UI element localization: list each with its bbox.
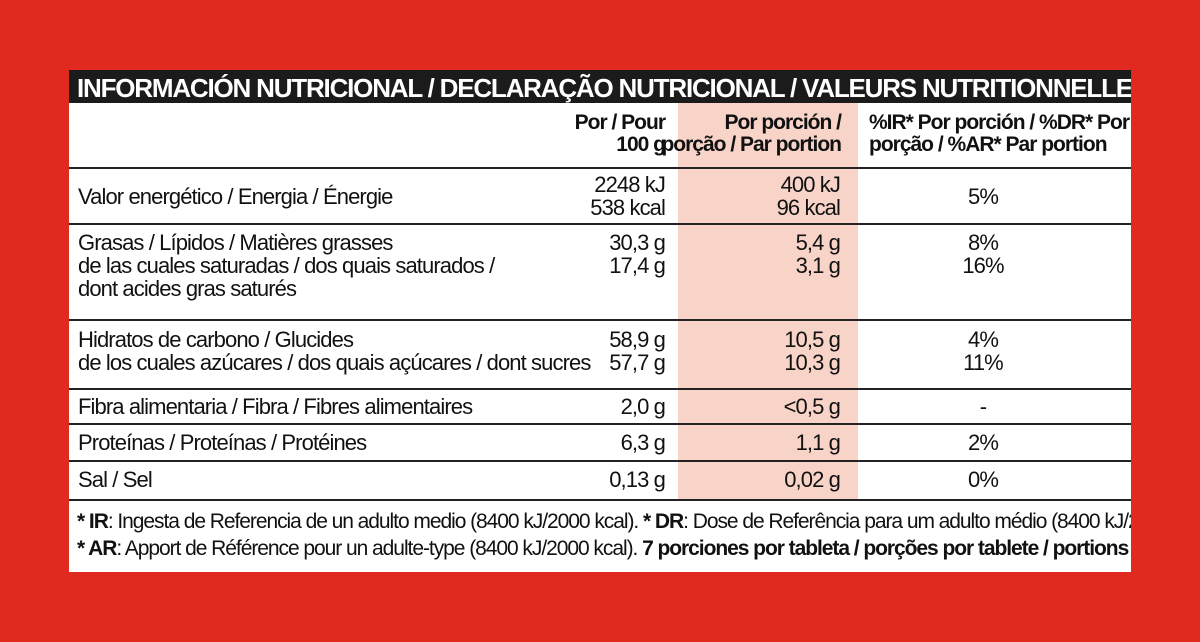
saturates-label-line2: dont acides gras saturés (78, 276, 297, 301)
salt-reference-intake: 0% (968, 467, 999, 492)
fibre-reference-intake: - (979, 394, 987, 419)
fat-value-per-100g: 30,3 g (609, 230, 666, 255)
energy-kcal-per-100g: 538 kcal (590, 195, 666, 220)
portions-per-tablet: 7 porciones por tableta / porções por ta… (642, 537, 1131, 560)
footnote-ir-key: * IR (77, 510, 109, 533)
saturates-value-per-100g: 17,4 g (609, 253, 666, 278)
fat-label-line1: Grasas / Lípidos / Matières grasses (78, 230, 393, 255)
energy-reference-intake: 5% (968, 184, 999, 209)
header-per-portion: Por porción / porção / Par portion (661, 111, 842, 156)
fibre-per-100g: 2,0 g (620, 394, 666, 419)
energy-per-portion: 400 kJ 96 kcal (776, 172, 841, 220)
footnote-line-1: * IR: Ingesta de Referencia de un adulto… (77, 510, 1131, 534)
carbs-label-line1: Hidratos de carbono / Glucides (78, 327, 354, 352)
fat-label: Grasas / Lípidos / Matières grasses de l… (78, 230, 495, 301)
carbs-pct: 4% (968, 327, 999, 352)
per-portion-highlight (678, 103, 858, 500)
row-divider (69, 167, 1131, 169)
header-per-portion-line2: porção / Par portion (661, 133, 842, 156)
footnote-ir-text: : Ingesta de Referencia de un adulto med… (107, 510, 643, 533)
carbs-reference-intake: 4% 11% (923, 328, 1043, 374)
salt-per-100g: 0,13 g (609, 467, 666, 492)
footnote-dr-key: * DR (643, 510, 684, 533)
energy-kj-per-100g: 2248 kJ (594, 172, 666, 197)
row-divider (69, 499, 1131, 501)
footnote-line-2: * AR: Apport de Référence pour un adulte… (77, 537, 1131, 561)
protein-per-portion: 1,1 g (795, 430, 841, 455)
energy-label: Valor energético / Energia / Énergie (78, 184, 393, 209)
carbs-value-per-portion: 10,5 g (784, 327, 841, 352)
header-per-100g-line2: 100 g (616, 133, 666, 156)
saturates-label-line1: de las cuales saturadas / dos quais satu… (78, 253, 495, 278)
carbs-label: Hidratos de carbono / Glucides de los cu… (78, 327, 591, 375)
fat-per-portion: 5,4 g 3,1 g (795, 230, 841, 278)
row-divider (69, 423, 1131, 425)
row-divider (69, 460, 1131, 462)
sugars-label: de los cuales azúcares / dos quais açúca… (78, 350, 591, 375)
nutrition-table: INFORMACIÓN NUTRICIONAL / DECLARAÇÃO NUT… (69, 70, 1131, 572)
footnote-dr-text: : Dose de Referência para um adulto médi… (683, 510, 1131, 533)
carbs-per-portion: 10,5 g 10,3 g (784, 327, 841, 375)
energy-per-100g: 2248 kJ 538 kcal (590, 172, 666, 220)
footnote-ar-key: * AR (77, 537, 117, 560)
row-divider (69, 388, 1131, 390)
saturates-value-per-portion: 3,1 g (795, 253, 841, 278)
carbs-per-100g: 58,9 g 57,7 g (609, 327, 666, 375)
fat-reference-intake: 8% 16% (923, 231, 1043, 277)
sugars-value-per-100g: 57,7 g (609, 350, 666, 375)
fat-pct: 8% (968, 230, 999, 255)
carbs-value-per-100g: 58,9 g (609, 327, 666, 352)
sugars-pct: 11% (963, 350, 1004, 375)
header-per-100g-line1: Por / Pour (574, 111, 666, 134)
energy-kcal-per-portion: 96 kcal (776, 195, 841, 220)
energy-kj-per-portion: 400 kJ (780, 172, 841, 197)
header-reference-intake: %IR* Por porción / %DR* Por porção / %AR… (869, 111, 1130, 156)
fibre-label: Fibra alimentaria / Fibra / Fibres alime… (78, 394, 473, 419)
header-reference-intake-line1: %IR* Por porción / %DR* Por (869, 111, 1130, 134)
fibre-per-portion: <0,5 g (783, 394, 841, 419)
header-reference-intake-line2: porção / %AR* Par portion (869, 133, 1108, 156)
protein-label: Proteínas / Proteínas / Protéines (78, 430, 367, 455)
saturates-pct: 16% (962, 253, 1004, 278)
footnote-ar-text: : Apport de Référence pour un adulte-typ… (116, 537, 643, 560)
row-divider (69, 223, 1131, 225)
protein-reference-intake: 2% (968, 430, 999, 455)
fat-value-per-portion: 5,4 g (795, 230, 841, 255)
table-title: INFORMACIÓN NUTRICIONAL / DECLARAÇÃO NUT… (69, 70, 1131, 103)
header-per-portion-line1: Por porción / (724, 111, 842, 134)
salt-per-portion: 0,02 g (784, 467, 841, 492)
header-per-100g: Por / Pour 100 g (574, 111, 666, 156)
sugars-value-per-portion: 10,3 g (784, 350, 841, 375)
protein-per-100g: 6,3 g (620, 430, 666, 455)
salt-label: Sal / Sel (78, 467, 153, 492)
row-divider (69, 319, 1131, 321)
fat-per-100g: 30,3 g 17,4 g (609, 230, 666, 278)
